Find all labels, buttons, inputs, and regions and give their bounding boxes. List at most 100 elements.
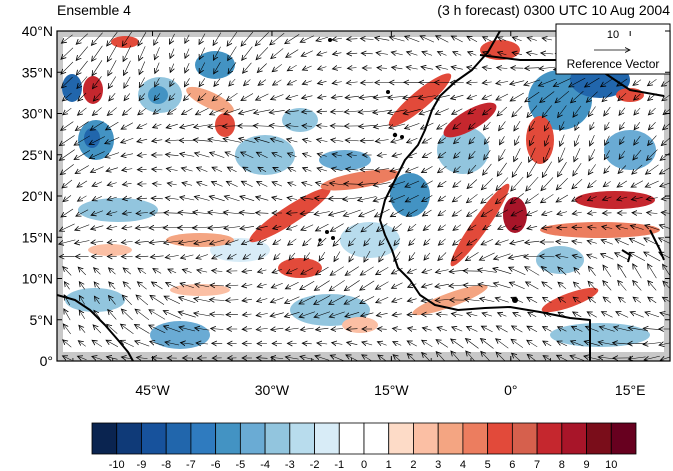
lon-label: 0° [504,382,517,398]
wind-vector [331,96,343,98]
colorbar-swatch [536,422,563,455]
wind-vector [423,224,431,231]
wind-vector [212,182,223,187]
wind-vector [528,312,537,316]
colorbar-label: -2 [310,459,320,471]
wind-vector [226,300,239,301]
islands [318,38,518,303]
wind-vector [198,92,207,101]
colorbar-swatch [561,422,587,455]
wind-vector [572,327,583,332]
wind-vector [303,153,312,156]
wind-vector [243,314,252,315]
wind-vector [510,240,525,243]
wind-vector [407,269,417,273]
anomaly-patch [235,135,295,175]
wind-vector [212,167,223,173]
wind-vector [647,149,658,161]
wind-vector [122,227,133,229]
wind-vector [394,238,401,246]
wind-vector [63,107,72,115]
wind-vector [634,135,641,145]
wind-vector [452,327,463,331]
wind-vector [556,241,569,242]
colorbar-swatch [462,422,489,455]
colorbar-swatch [511,422,538,455]
anomaly-patch [78,198,158,222]
wind-vector [525,193,539,204]
wind-vector [227,92,238,101]
wind-vector [553,78,571,87]
wind-vector [360,280,375,290]
wind-vector [648,79,657,85]
wind-vector [467,36,478,42]
wind-vector [541,53,554,54]
wind-vector [467,95,477,98]
anomaly-patch [541,287,599,313]
wind-vector [409,238,416,246]
colorbar-label: -10 [109,459,125,471]
wind-vector [527,161,538,178]
colorbar-swatch [610,422,637,455]
wind-vector [76,209,89,216]
wind-vector [258,270,267,272]
wind-vector [572,212,582,214]
wind-vector [391,267,403,274]
wind-vector [587,312,597,318]
wind-vector [393,342,402,346]
wind-vector [107,31,118,46]
wind-vector [510,193,524,203]
wind-vector [224,108,241,115]
wind-vector [210,239,225,244]
wind-vector [91,226,104,230]
wind-vector [451,339,464,349]
wind-vector [659,225,670,230]
wind-vector [541,177,554,190]
wind-vector [107,212,118,215]
wind-vector [318,237,327,246]
wind-vector [438,195,447,201]
wind-vector [545,134,550,146]
wind-vector [424,238,431,245]
wind-vector [451,95,464,99]
wind-vector [303,139,312,141]
colorbar-swatch [91,422,118,455]
wind-vector [405,194,419,202]
wind-vector [645,180,659,187]
wind-vector [438,252,447,261]
wind-vector [618,297,626,304]
wind-vector [633,281,642,291]
wind-vector [286,125,299,126]
wind-vector [633,264,642,279]
wind-vector [194,197,210,201]
wind-vector [180,154,195,157]
wind-vector [344,295,360,304]
island [400,135,404,139]
wind-vector [588,212,597,213]
wind-vector [137,198,148,199]
wind-vector [584,341,600,346]
wind-vector [588,164,596,174]
wind-vector [346,355,359,361]
wind-vector [483,163,492,175]
wind-vector [437,327,447,330]
wind-vector [484,136,490,144]
wind-vector [361,53,373,54]
wind-vector [572,178,583,189]
colorbar-label: 5 [485,459,491,471]
wind-vector [603,265,612,278]
wind-vector [498,37,507,41]
wind-vector [632,213,643,214]
wind-vector [467,238,478,245]
wind-vector [497,106,508,116]
wind-vector [93,92,101,101]
wind-vector [105,152,120,158]
wind-vector [543,341,552,347]
wind-vector [407,299,417,302]
wind-vector [135,325,150,334]
wind-vector [467,82,478,83]
wind-vector [630,226,644,230]
coastline-africa [379,31,591,361]
wind-vector [76,46,89,61]
wind-vector [587,197,597,201]
